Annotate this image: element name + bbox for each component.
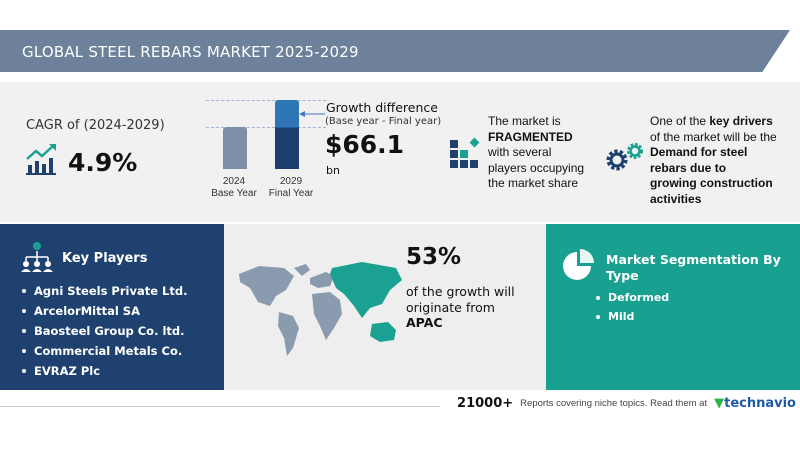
driver-line: Demand for steel: [650, 145, 748, 159]
segmentation-title: Market Segmentation By Type: [606, 252, 781, 284]
key-drivers-label: key drivers: [709, 114, 773, 128]
text-line: One of the: [650, 114, 710, 128]
bar-caption: Final Year: [268, 188, 314, 199]
region-percent: 53%: [406, 244, 462, 270]
fragmented-icon: [450, 137, 480, 168]
player-item: Baosteel Group Co. ltd.: [22, 324, 185, 338]
text-line: of the growth will: [406, 284, 515, 299]
fragmented-text: The market is FRAGMENTED with several playe…: [488, 114, 584, 192]
title-banner: GLOBAL STEEL REBARS MARKET 2025-2029: [0, 30, 790, 72]
brand-name: technavio: [724, 396, 796, 411]
world-map-icon: [239, 262, 402, 356]
player-item: ArcelorMittal SA: [22, 304, 140, 318]
arrow-icon: [299, 111, 325, 117]
growth-title: Growth difference: [326, 100, 438, 115]
text-line: players occupying: [488, 160, 585, 175]
growth-chart-icon: [26, 144, 56, 175]
page-title: GLOBAL STEEL REBARS MARKET 2025-2029: [22, 43, 359, 61]
player-item: Agni Steels Private Ltd.: [21, 284, 188, 298]
region-name: APAC: [406, 315, 443, 330]
key-players-panel: Key Players Agni Steels Private Ltd. Arc…: [0, 224, 224, 390]
player-item: EVRAZ Plc: [21, 364, 101, 378]
logo-mark-icon: ▼: [714, 396, 725, 411]
fragmented-label: FRAGMENTED: [488, 129, 573, 144]
region-panel: 53% of the growth will originate from APAC: [224, 224, 546, 390]
text-line: originate from: [406, 299, 495, 315]
growth-unit: bn: [326, 164, 340, 177]
bar-label-2029: 2029 Final Year: [264, 176, 318, 200]
bar-caption: Base Year: [211, 188, 257, 199]
player-item: Commercial Metals Co.: [21, 344, 183, 358]
growth-value: $66.1: [325, 130, 405, 159]
pie-chart-icon: [563, 249, 594, 280]
footer-text: Reports covering niche topics. Read them…: [520, 398, 708, 409]
text-line: of the market will be the: [650, 129, 777, 144]
footer-divider: [0, 406, 440, 407]
bar-year: 2024: [222, 176, 246, 187]
bar-2024: [223, 127, 247, 169]
gridline: [206, 127, 326, 128]
gridline: [206, 100, 326, 101]
driver-line: rebars due to: [650, 160, 727, 175]
bar-2029: [275, 100, 299, 169]
gears-icon: [606, 143, 643, 171]
bar-label-2024: 2024 Base Year: [208, 176, 260, 200]
growth-subtitle: (Base year - Final year): [325, 116, 442, 127]
region-text: of the growth will originate from APAC: [406, 284, 515, 331]
text-line: the market share: [488, 176, 579, 190]
segment-item: Mild: [595, 310, 635, 323]
cagr-value: 4.9%: [68, 148, 138, 177]
text-line: with several: [488, 145, 552, 159]
summary-section: [0, 82, 800, 222]
bar-year: 2029: [279, 176, 303, 187]
title-line: Market Segmentation By: [606, 252, 781, 267]
cagr-label: CAGR of (2024-2029): [26, 118, 165, 133]
people-network-icon: [21, 242, 53, 272]
technavio-logo[interactable]: ▼technavio: [714, 396, 796, 411]
segment-item: Deformed: [595, 291, 670, 304]
key-players-title: Key Players: [62, 251, 148, 266]
segmentation-panel: Market Segmentation By Type Deformed Mild: [546, 224, 800, 390]
driver-line: activities: [650, 191, 702, 206]
drivers-text: One of the key drivers of the market wil…: [650, 114, 777, 207]
report-count: 21000+: [457, 396, 514, 411]
footer: 21000+ Reports covering niche topics. Re…: [446, 396, 796, 411]
text-line: The market is: [488, 114, 561, 128]
driver-line: growing construction: [650, 176, 773, 190]
title-line: Type: [606, 268, 639, 283]
